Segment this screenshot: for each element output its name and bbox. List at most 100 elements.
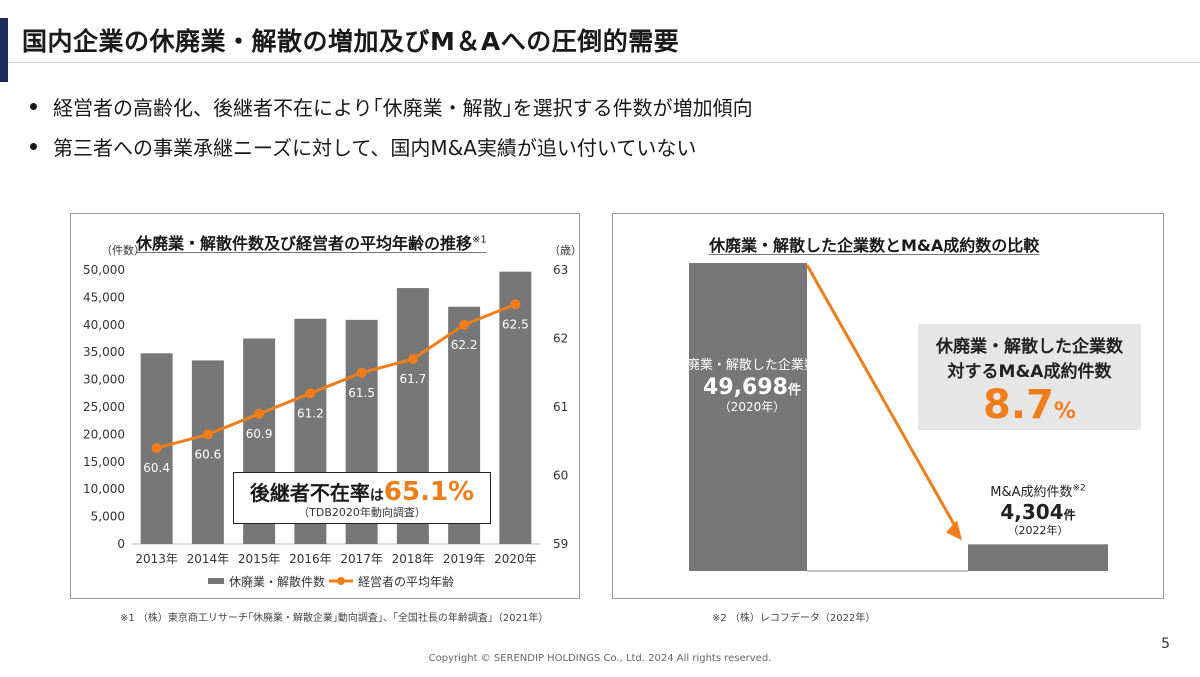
ratio-line-1: 休廃業・解散した企業数	[936, 337, 1123, 357]
bar-closures	[191, 360, 224, 544]
point-avg-age	[202, 429, 213, 440]
data-label-avg-age: 61.2	[297, 406, 324, 420]
left-axis-tick: 15,000	[83, 455, 125, 469]
point-avg-age	[510, 299, 521, 310]
bar1-year: （2020年）	[718, 400, 786, 414]
successor-absence-callout: 後継者不在率は65.1% （TDB2020年動向調査）	[233, 472, 491, 524]
bar1-value-unit: 件	[787, 383, 801, 398]
point-avg-age	[305, 388, 316, 399]
data-label-avg-age: 62.5	[502, 317, 529, 331]
bullet-item: 第三者への事業承継ニーズに対して、国内M&A実績が追い付いていない	[30, 126, 753, 166]
bar2-value-unit: 件	[1063, 508, 1076, 522]
left-axis-tick: 20,000	[83, 427, 125, 441]
data-label-avg-age: 60.4	[143, 461, 170, 475]
bar1-label-group: 休廃業・解散した企業数※1 49,698件 （2020年）	[667, 354, 837, 415]
copyright: Copyright © SERENDIP HOLDINGS Co., Ltd. …	[428, 653, 772, 664]
bar1-label-text: 休廃業・解散した企業数	[673, 358, 817, 373]
bar1-value-number: 49,698	[703, 375, 788, 400]
decline-arrow-line	[805, 264, 960, 533]
ratio-number: 8.7	[983, 382, 1054, 428]
bullet-dot-icon	[30, 142, 37, 150]
left-axis-tick: 5,000	[91, 510, 125, 524]
bullet-text: 経営者の高齢化、後継者不在により｢休廃業・解散｣を選択する件数が増加傾向	[53, 95, 753, 120]
bar1-label: 休廃業・解散した企業数※1	[667, 354, 837, 373]
page-number: 5	[1161, 636, 1170, 652]
x-axis-tick: 2020年	[494, 552, 537, 566]
footnote-1: ※1 （株）東京商工リサーチ｢休廃業・解散企業｣動向調査｣、｢全国社長の年齢調査…	[120, 613, 549, 624]
bar2-value-number: 4,304	[1000, 500, 1064, 524]
x-axis-tick: 2013年	[135, 552, 178, 566]
decline-arrow-head-icon	[946, 520, 962, 541]
x-axis-tick: 2019年	[443, 552, 486, 566]
point-avg-age	[254, 408, 265, 419]
ratio-box: 休廃業・解散した企業数 対するM&A成約件数 8.7%	[918, 324, 1141, 430]
bar2-year: （2022年）	[1007, 524, 1069, 537]
right-axis-tick: 60	[553, 469, 568, 483]
callout-source: （TDB2020年動向調査）	[298, 506, 426, 519]
x-axis-tick: 2016年	[289, 552, 332, 566]
legend-bar-swatch	[208, 578, 224, 584]
trend-chart-svg: （件数） （歳） 0 5,000 10,000 15,000 20,000 25,000 30,…	[83, 244, 582, 589]
bar2-value: 4,304件	[953, 500, 1123, 524]
line-avg-age	[156, 302, 516, 450]
callout-particle: は	[369, 488, 384, 504]
point-avg-age	[356, 367, 367, 378]
comparison-chart-svg	[689, 263, 1108, 572]
bullet-list: 経営者の高齢化、後継者不在により｢休廃業・解散｣を選択する件数が増加傾向 第三者…	[30, 86, 753, 166]
ratio-line-2: 対するM&A成約件数	[947, 362, 1112, 382]
callout-text: 後継者不在率	[249, 481, 370, 505]
trend-chart-panel: 休廃業・解散件数及び経営者の平均年齢の推移※1 （件数） （歳） 0 5,000 10,…	[70, 213, 582, 599]
right-axis-tick: 59	[553, 537, 568, 551]
left-axis-tick: 0	[117, 537, 125, 551]
ratio-value: 8.7%	[918, 382, 1141, 428]
data-label-avg-age: 62.2	[451, 338, 478, 352]
legend-line-label: 経営者の平均年齢	[358, 574, 454, 589]
right-axis-tick: 63	[553, 263, 568, 277]
bullet-dot-icon	[30, 102, 37, 110]
data-label-avg-age: 60.9	[246, 427, 273, 441]
data-label-avg-age: 61.5	[348, 386, 375, 400]
x-axis-tick: 2017年	[340, 552, 383, 566]
bar2-label: M&A成約件数※2	[953, 481, 1123, 500]
left-axis-tick: 10,000	[83, 482, 125, 496]
comparison-chart-title: 休廃業・解散した企業数とM&A成約数の比較	[709, 236, 1040, 255]
left-axis-unit: （件数）	[101, 244, 145, 257]
callout-main-line: 後継者不在率は65.1%	[234, 477, 490, 507]
left-axis-tick: 50,000	[83, 263, 125, 277]
left-axis-tick: 45,000	[83, 290, 125, 304]
legend-line-marker	[337, 577, 345, 585]
left-axis-tick: 35,000	[83, 345, 125, 359]
comparison-chart-panel: 休廃業・解散した企業数とM&A成約数の比較 休廃業・解散した企業数※1 49,6…	[612, 213, 1164, 599]
right-axis-tick: 62	[553, 332, 568, 346]
point-avg-age	[459, 319, 470, 330]
right-axis-unit: （歳）	[549, 244, 582, 257]
x-axis-tick: 2018年	[392, 552, 435, 566]
footnote-2: ※2 （株）レコフデータ（2022年）	[712, 613, 876, 624]
slide-title: 国内企業の休廃業・解散の増加及びM＆Aへの圧倒的需要	[22, 27, 680, 56]
bullet-item: 経営者の高齢化、後継者不在により｢休廃業・解散｣を選択する件数が増加傾向	[30, 86, 753, 126]
bar2-label-group: M&A成約件数※2 4,304件 （2022年）	[953, 481, 1123, 538]
trend-chart-title-text: 休廃業・解散件数及び経営者の平均年齢の推移	[136, 234, 473, 253]
bar-closures	[499, 271, 532, 544]
x-axis-tick: 2014年	[187, 552, 230, 566]
title-divider	[8, 62, 1200, 63]
bar-closures-total	[689, 263, 807, 571]
bar1-value: 49,698件	[667, 375, 837, 400]
trend-chart-title: 休廃業・解散件数及び経営者の平均年齢の推移※1	[136, 230, 487, 254]
bar-mna-deals	[968, 544, 1108, 571]
bar1-label-note: ※1	[816, 356, 831, 367]
left-axis-tick: 40,000	[83, 318, 125, 332]
data-label-avg-age: 61.7	[400, 372, 427, 386]
title-accent-bar	[0, 18, 8, 82]
left-axis-tick: 25,000	[83, 400, 125, 414]
ratio-unit: %	[1053, 399, 1076, 424]
point-avg-age	[407, 354, 418, 365]
bar2-label-text: M&A成約件数	[990, 485, 1073, 500]
legend-bar-label: 休廃業・解散件数	[229, 574, 325, 589]
x-axis-tick: 2015年	[238, 552, 281, 566]
bar2-label-note: ※2	[1072, 483, 1086, 494]
point-avg-age	[151, 443, 162, 454]
callout-value: 65.1%	[383, 477, 475, 507]
trend-chart-title-note: ※1	[472, 234, 487, 246]
right-axis-tick: 61	[553, 400, 568, 414]
